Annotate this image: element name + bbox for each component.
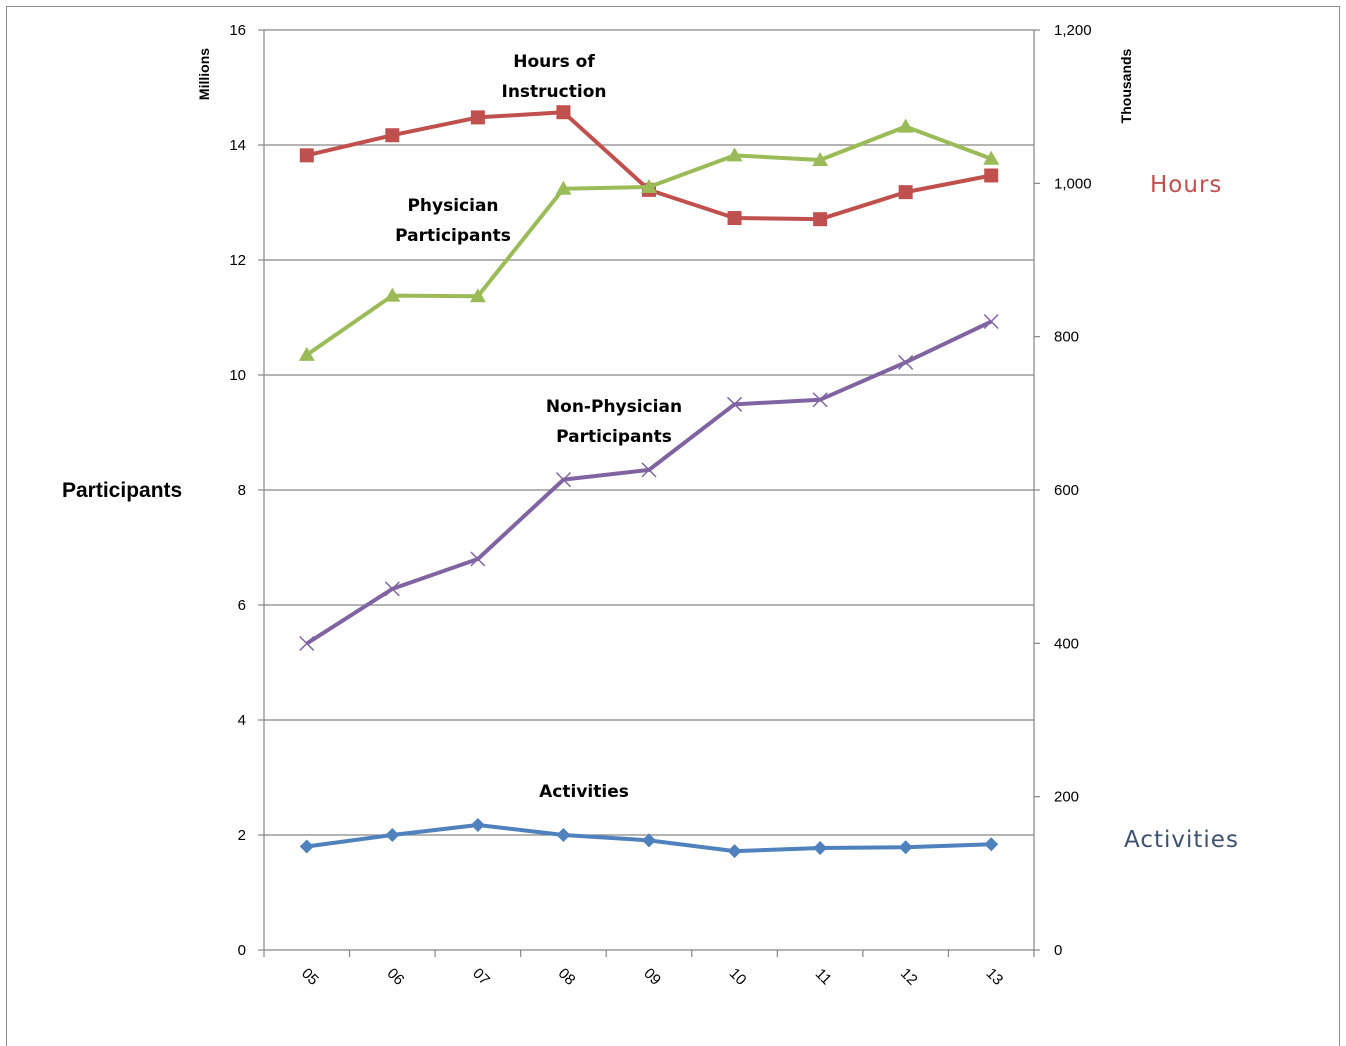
left-tick-label: 10 bbox=[229, 367, 246, 384]
data-point-triangle bbox=[384, 287, 401, 302]
left-tick-label: 0 bbox=[238, 942, 246, 959]
x-marker-stroke bbox=[384, 581, 400, 597]
data-point-triangle bbox=[641, 178, 657, 193]
data-point-diamond bbox=[299, 839, 314, 854]
x-tick-label: 06 bbox=[384, 965, 408, 989]
x-tick-label: 12 bbox=[897, 965, 921, 989]
x-marker-stroke bbox=[727, 396, 743, 412]
left-tick-label: 12 bbox=[229, 252, 246, 269]
data-point-diamond bbox=[898, 840, 913, 855]
series-1 bbox=[298, 118, 1000, 361]
data-point-x bbox=[983, 313, 999, 330]
left-tick-label: 8 bbox=[238, 482, 246, 499]
data-point-x bbox=[812, 392, 828, 408]
left-axis-unit-label: Millions bbox=[196, 48, 212, 100]
data-point-x bbox=[727, 396, 743, 412]
series-annotations: Hours of Instruction Physician Participants… bbox=[395, 52, 682, 802]
data-point-diamond bbox=[385, 828, 400, 842]
x-tick-label: 09 bbox=[640, 965, 664, 989]
data-point-diamond bbox=[813, 841, 828, 856]
x-marker-stroke bbox=[812, 392, 828, 408]
data-point-triangle bbox=[298, 346, 315, 361]
data-point-square bbox=[727, 211, 742, 226]
series-annotation: Hours of bbox=[513, 52, 595, 72]
data-point-triangle bbox=[726, 147, 743, 162]
series-3 bbox=[299, 818, 999, 859]
right-tick-label: 400 bbox=[1054, 635, 1079, 652]
x-marker-stroke bbox=[983, 313, 999, 330]
x-marker-stroke bbox=[470, 551, 486, 567]
data-point-square bbox=[299, 148, 314, 163]
data-point-triangle bbox=[812, 151, 829, 166]
right-axis-unit-label: Thousands bbox=[1118, 48, 1134, 123]
right-tick-label: 1,200 bbox=[1054, 22, 1092, 39]
x-marker-stroke bbox=[898, 354, 914, 370]
data-point-diamond bbox=[556, 828, 571, 842]
x-tick-label: 05 bbox=[298, 965, 322, 989]
right-tick-label: 800 bbox=[1054, 329, 1079, 346]
data-point-square bbox=[984, 168, 999, 183]
data-point-triangle bbox=[983, 150, 1000, 165]
series-2 bbox=[299, 313, 999, 652]
x-marker-stroke bbox=[299, 635, 315, 652]
x-tick-label: 08 bbox=[555, 965, 579, 989]
data-point-triangle bbox=[897, 118, 914, 133]
series-annotation: Participants bbox=[395, 226, 511, 246]
left-tick-label: 4 bbox=[238, 712, 246, 729]
x-tick-label: 07 bbox=[469, 965, 493, 989]
data-point-square bbox=[813, 212, 828, 227]
data-point-x bbox=[299, 635, 315, 652]
data-point-x bbox=[555, 472, 571, 488]
left-axis-title: Participants bbox=[62, 479, 182, 502]
data-point-x bbox=[470, 551, 486, 567]
data-point-square bbox=[470, 110, 485, 125]
series-annotation: Participants bbox=[556, 427, 672, 447]
hours-side-label: Hours bbox=[1150, 172, 1222, 198]
series-line bbox=[305, 319, 993, 646]
series-annotation: Non-Physician bbox=[546, 397, 682, 417]
series-0 bbox=[299, 105, 999, 227]
left-tick-label: 2 bbox=[238, 827, 246, 844]
data-point-x bbox=[384, 581, 400, 597]
right-tick-label: 600 bbox=[1054, 482, 1079, 499]
right-tick-label: 200 bbox=[1054, 789, 1079, 806]
left-tick-label: 16 bbox=[229, 22, 246, 39]
x-tick-label: 11 bbox=[812, 965, 835, 988]
series-annotation: Instruction bbox=[502, 82, 607, 102]
data-point-diamond bbox=[642, 833, 656, 848]
data-point-square bbox=[556, 105, 571, 120]
series-annotation: Physician bbox=[407, 196, 498, 216]
data-point-square bbox=[385, 128, 400, 143]
left-tick-label: 14 bbox=[229, 137, 246, 154]
activities-side-label: Activities bbox=[1124, 827, 1239, 853]
data-point-square bbox=[898, 185, 913, 200]
x-marker-stroke bbox=[555, 472, 571, 488]
data-point-x bbox=[641, 462, 657, 478]
x-marker-stroke bbox=[641, 462, 657, 478]
x-tick-label: 10 bbox=[726, 965, 750, 989]
data-point-x bbox=[898, 354, 914, 370]
right-tick-label: 0 bbox=[1054, 942, 1062, 959]
x-tick-label: 13 bbox=[982, 965, 1006, 989]
data-point-diamond bbox=[984, 837, 999, 852]
left-tick-label: 6 bbox=[238, 597, 246, 614]
data-point-diamond bbox=[470, 818, 485, 833]
data-point-diamond bbox=[727, 844, 742, 859]
series-layer bbox=[298, 105, 1000, 859]
right-tick-label: 1,000 bbox=[1054, 175, 1092, 192]
data-point-triangle bbox=[469, 288, 486, 303]
data-point-triangle bbox=[555, 180, 572, 195]
series-annotation: Activities bbox=[539, 782, 629, 802]
